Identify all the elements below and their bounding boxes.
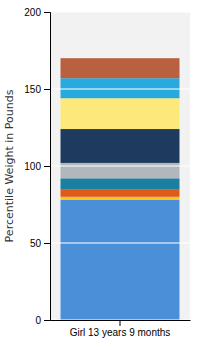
bar-segment: [61, 178, 180, 189]
bars: [61, 58, 180, 320]
y-axis-line: [44, 13, 51, 321]
y-tick-mark: [44, 166, 50, 167]
series: [61, 58, 180, 78]
series: [61, 98, 180, 129]
x-tick: Girl 13 years 9 months: [70, 320, 171, 338]
series: [61, 163, 180, 178]
y-tick-label: 200: [24, 7, 41, 18]
bar-segment: [61, 197, 180, 200]
series: [61, 200, 180, 320]
grid-line: [50, 165, 190, 166]
x-tick-label: Girl 13 years 9 months: [70, 327, 171, 338]
bar-segment: [61, 189, 180, 197]
grid: [50, 12, 190, 320]
chart: 0 50 100 150 200 Girl 13 years 9 months Percen…: [0, 0, 200, 350]
series: [61, 197, 180, 200]
y-tick-mark: [44, 89, 50, 90]
y-tick: 150: [24, 84, 50, 95]
y-tick: 100: [24, 161, 50, 172]
series: [61, 189, 180, 197]
bar-segment: [61, 129, 180, 163]
x-tick-mark: [120, 320, 121, 326]
series: [61, 78, 180, 98]
bar-segment: [61, 98, 180, 129]
y-axis: 0 50 100 150 200: [24, 7, 50, 326]
plot-background: [50, 12, 190, 320]
x-axis: Girl 13 years 9 months: [51, 320, 191, 338]
y-tick-label: 0: [35, 315, 41, 326]
bar-segment: [61, 163, 180, 178]
grid-line: [50, 242, 190, 243]
y-tick-mark: [44, 320, 50, 321]
y-tick: 200: [24, 7, 50, 18]
bar-segment: [61, 78, 180, 98]
y-axis-title: Percentile Weight in Pounds: [3, 89, 16, 242]
grid-line: [50, 88, 190, 89]
series: [61, 129, 180, 163]
grid-line: [50, 11, 190, 12]
y-tick: 50: [30, 238, 50, 249]
plot: 0 50 100 150 200 Girl 13 years 9 months: [24, 7, 190, 338]
y-tick-mark: [44, 243, 50, 244]
y-tick-label: 100: [24, 161, 41, 172]
y-tick-mark: [44, 12, 50, 13]
y-tick-label: 150: [24, 84, 41, 95]
y-tick-label: 50: [30, 238, 42, 249]
bar-segment: [61, 200, 180, 320]
bar-segment: [61, 58, 180, 78]
series: [61, 178, 180, 189]
y-tick: 0: [35, 315, 50, 326]
